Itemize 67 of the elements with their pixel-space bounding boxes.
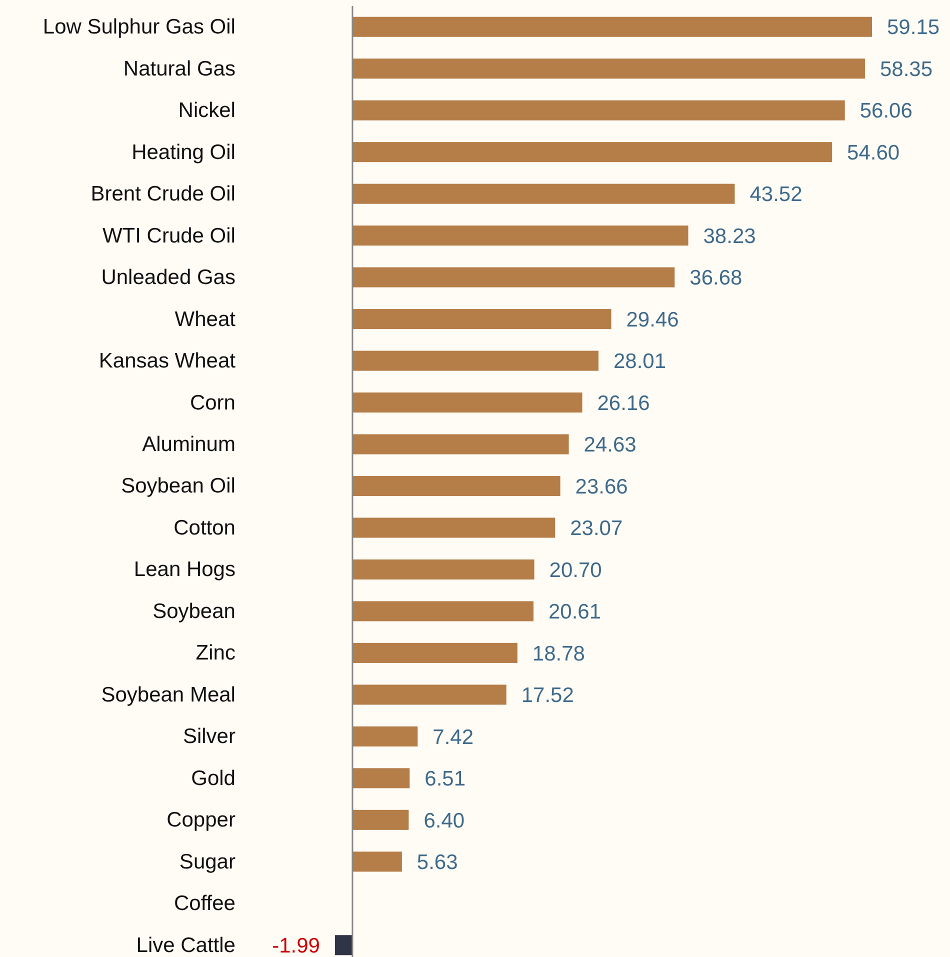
data-label: 36.68 bbox=[690, 266, 742, 290]
y-tick-label: Coffee bbox=[174, 892, 236, 916]
data-label: 7.42 bbox=[432, 726, 474, 749]
bar bbox=[352, 852, 402, 872]
bar bbox=[352, 642, 518, 663]
data-label: 6.40 bbox=[424, 809, 465, 832]
bar bbox=[352, 350, 598, 371]
bar bbox=[352, 392, 582, 413]
y-tick-label: Zinc bbox=[196, 642, 236, 665]
bar bbox=[335, 935, 352, 956]
y-tick-label: Sugar bbox=[179, 850, 236, 874]
y-tick-label: Aluminum bbox=[142, 432, 236, 456]
y-tick-label: Lean Hogs bbox=[134, 558, 236, 582]
data-label: 20.70 bbox=[549, 558, 602, 582]
data-label: 54.60 bbox=[847, 141, 900, 164]
data-label: 29.46 bbox=[626, 308, 679, 332]
bar bbox=[352, 684, 506, 705]
y-tick-label: Heating Oil bbox=[132, 140, 236, 164]
bar bbox=[352, 726, 418, 746]
y-tick-label: Copper bbox=[166, 808, 236, 832]
y-tick-label: Nickel bbox=[178, 99, 236, 122]
data-label: 56.06 bbox=[860, 100, 912, 123]
y-tick-label: Soybean bbox=[152, 600, 236, 623]
bar bbox=[352, 476, 560, 496]
y-tick-label: Brent Crude Oil bbox=[90, 182, 236, 206]
bar bbox=[352, 518, 556, 538]
bar bbox=[352, 226, 688, 246]
bar bbox=[352, 267, 675, 288]
data-label: 28.01 bbox=[613, 350, 666, 374]
y-tick-label: Gold bbox=[191, 766, 236, 790]
y-tick-label: Natural Gas bbox=[123, 57, 236, 80]
y-tick-label: Wheat bbox=[174, 308, 236, 331]
data-label: 20.61 bbox=[548, 600, 602, 624]
bar bbox=[352, 100, 845, 120]
data-label: 6.51 bbox=[424, 768, 466, 791]
data-label: 5.63 bbox=[416, 851, 458, 874]
y-tick-label: Kansas Wheat bbox=[98, 350, 236, 373]
bar bbox=[352, 810, 409, 830]
data-label: 59.15 bbox=[887, 16, 940, 40]
bar bbox=[352, 434, 569, 454]
y-tick-label: Cotton bbox=[174, 516, 236, 540]
y-tick-label: Unleaded Gas bbox=[101, 266, 236, 290]
data-label: 23.66 bbox=[575, 475, 628, 498]
bar bbox=[352, 58, 865, 79]
bar bbox=[352, 601, 534, 622]
y-tick-label: Silver bbox=[182, 725, 236, 748]
bar bbox=[352, 559, 534, 580]
data-label: 18.78 bbox=[532, 642, 585, 666]
y-tick-label: Corn bbox=[190, 391, 236, 414]
data-label: 58.35 bbox=[880, 58, 933, 81]
data-label: 23.07 bbox=[570, 517, 623, 540]
data-label: -1.99 bbox=[272, 934, 320, 957]
y-tick-label: Soybean Meal bbox=[101, 683, 236, 706]
bar bbox=[352, 309, 612, 330]
bar bbox=[352, 16, 872, 37]
bar bbox=[352, 184, 735, 204]
data-label: 26.16 bbox=[597, 392, 650, 415]
bar bbox=[352, 142, 832, 162]
data-label: 24.63 bbox=[584, 434, 636, 457]
data-label: 38.23 bbox=[703, 224, 756, 248]
bar bbox=[352, 768, 410, 788]
data-label: 17.52 bbox=[521, 684, 574, 708]
y-tick-label: Low Sulphur Gas Oil bbox=[42, 16, 236, 39]
y-tick-label: Soybean Oil bbox=[121, 474, 236, 498]
y-tick-label: WTI Crude Oil bbox=[102, 224, 236, 248]
data-label: 43.52 bbox=[750, 183, 802, 206]
y-tick-label: Live Cattle bbox=[136, 934, 236, 957]
